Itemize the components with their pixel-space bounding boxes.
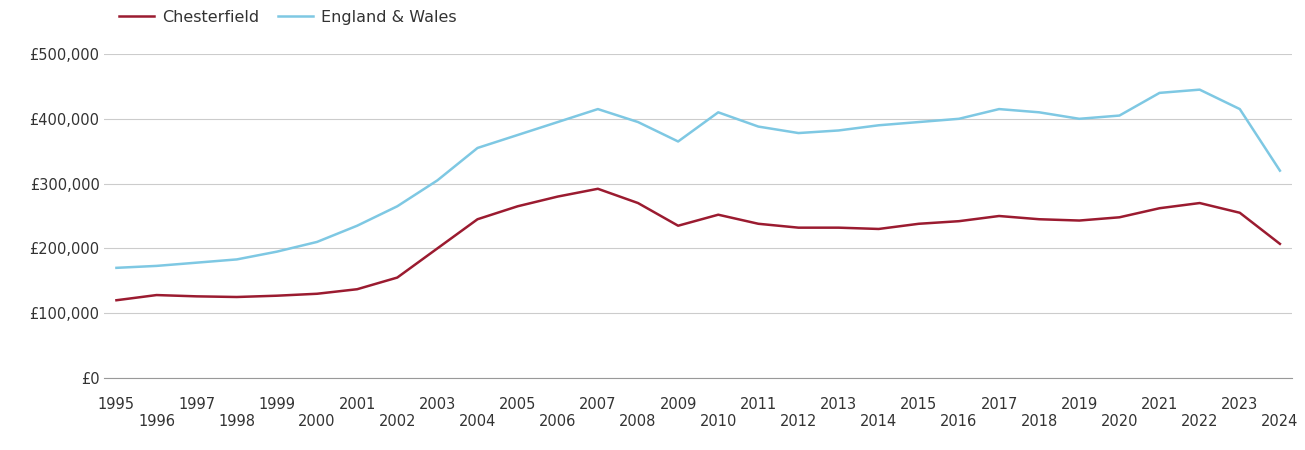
Chesterfield xyxy=(350,287,365,292)
Text: 2019: 2019 xyxy=(1061,397,1098,413)
Text: 2000: 2000 xyxy=(299,414,335,429)
Chesterfield xyxy=(1152,206,1168,211)
Chesterfield xyxy=(269,293,284,298)
Chesterfield xyxy=(590,186,606,192)
Chesterfield xyxy=(189,294,205,299)
Text: 2022: 2022 xyxy=(1181,414,1219,429)
Chesterfield xyxy=(389,275,405,280)
England & Wales xyxy=(911,119,927,125)
Chesterfield xyxy=(1232,210,1248,216)
Chesterfield xyxy=(429,246,445,251)
Text: 2016: 2016 xyxy=(941,414,977,429)
Text: 2005: 2005 xyxy=(499,397,536,413)
Text: 2004: 2004 xyxy=(459,414,496,429)
Line: Chesterfield: Chesterfield xyxy=(116,189,1280,300)
England & Wales xyxy=(389,203,405,209)
Chesterfield xyxy=(831,225,847,230)
Chesterfield xyxy=(149,292,164,298)
Chesterfield xyxy=(951,219,967,224)
Chesterfield xyxy=(510,203,526,209)
England & Wales xyxy=(189,260,205,265)
England & Wales xyxy=(429,178,445,183)
Chesterfield xyxy=(1071,218,1087,223)
Text: 1995: 1995 xyxy=(98,397,134,413)
Chesterfield xyxy=(630,200,646,206)
Text: 2024: 2024 xyxy=(1261,414,1298,429)
England & Wales xyxy=(750,124,766,129)
England & Wales xyxy=(710,110,726,115)
Text: 2023: 2023 xyxy=(1221,397,1258,413)
Text: 2007: 2007 xyxy=(579,397,617,413)
Text: 2012: 2012 xyxy=(780,414,817,429)
England & Wales xyxy=(350,223,365,229)
England & Wales xyxy=(630,119,646,125)
Chesterfield xyxy=(750,221,766,226)
Chesterfield xyxy=(1272,241,1288,247)
England & Wales xyxy=(470,145,485,151)
Text: 2017: 2017 xyxy=(980,397,1018,413)
England & Wales xyxy=(1232,106,1248,112)
Text: 1997: 1997 xyxy=(177,397,215,413)
Text: 2018: 2018 xyxy=(1021,414,1058,429)
England & Wales xyxy=(791,130,806,136)
England & Wales xyxy=(549,119,565,125)
Line: England & Wales: England & Wales xyxy=(116,90,1280,268)
Text: 2020: 2020 xyxy=(1100,414,1138,429)
Chesterfield xyxy=(671,223,686,229)
England & Wales xyxy=(108,265,124,270)
Text: 2015: 2015 xyxy=(900,397,937,413)
England & Wales xyxy=(269,249,284,254)
England & Wales xyxy=(510,132,526,138)
Text: 2011: 2011 xyxy=(740,397,776,413)
Text: 2010: 2010 xyxy=(699,414,737,429)
Chesterfield xyxy=(992,213,1007,219)
Text: 1998: 1998 xyxy=(218,414,256,429)
Text: 2013: 2013 xyxy=(820,397,857,413)
Text: 1996: 1996 xyxy=(138,414,175,429)
Text: 2003: 2003 xyxy=(419,397,455,413)
England & Wales xyxy=(1152,90,1168,95)
Text: 2006: 2006 xyxy=(539,414,577,429)
Text: 2008: 2008 xyxy=(620,414,656,429)
Text: 2014: 2014 xyxy=(860,414,898,429)
Text: 2009: 2009 xyxy=(659,397,697,413)
Chesterfield xyxy=(108,297,124,303)
Chesterfield xyxy=(791,225,806,230)
Chesterfield xyxy=(549,194,565,199)
England & Wales xyxy=(1071,116,1087,122)
England & Wales xyxy=(1112,113,1128,118)
England & Wales xyxy=(1272,168,1288,173)
England & Wales xyxy=(149,263,164,269)
England & Wales xyxy=(228,256,244,262)
Chesterfield xyxy=(1031,216,1047,222)
Text: 2001: 2001 xyxy=(338,397,376,413)
Legend: Chesterfield, England & Wales: Chesterfield, England & Wales xyxy=(112,4,463,32)
Chesterfield xyxy=(870,226,886,232)
England & Wales xyxy=(992,106,1007,112)
England & Wales xyxy=(1191,87,1207,92)
England & Wales xyxy=(671,139,686,144)
England & Wales xyxy=(951,116,967,122)
England & Wales xyxy=(1031,110,1047,115)
England & Wales xyxy=(590,106,606,112)
Chesterfield xyxy=(228,294,244,300)
Text: 2021: 2021 xyxy=(1141,397,1178,413)
Chesterfield xyxy=(710,212,726,217)
Chesterfield xyxy=(911,221,927,226)
Text: 1999: 1999 xyxy=(258,397,295,413)
Chesterfield xyxy=(309,291,325,297)
Chesterfield xyxy=(1112,215,1128,220)
Text: 2002: 2002 xyxy=(378,414,416,429)
England & Wales xyxy=(309,239,325,245)
Chesterfield xyxy=(470,216,485,222)
England & Wales xyxy=(831,128,847,133)
Chesterfield xyxy=(1191,200,1207,206)
England & Wales xyxy=(870,122,886,128)
